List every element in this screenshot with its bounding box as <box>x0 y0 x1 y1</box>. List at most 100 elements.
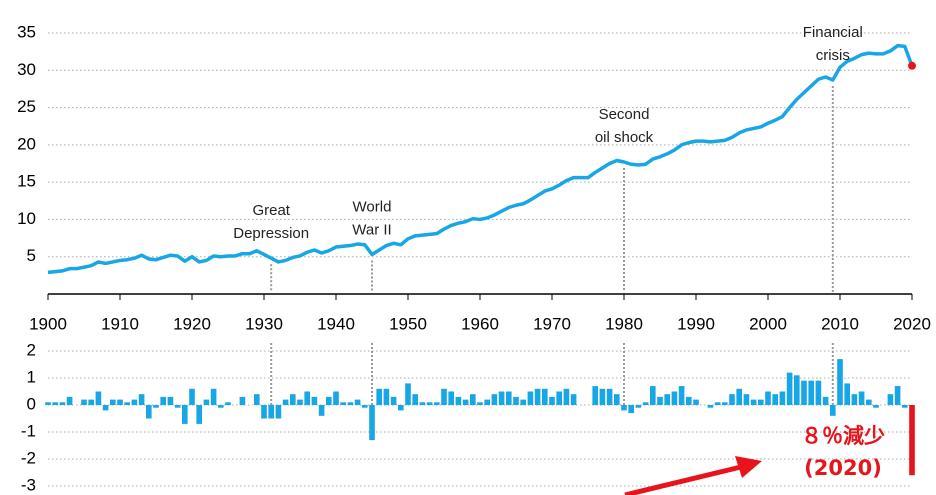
x-tick-label: 1960 <box>461 314 499 333</box>
change-bar <box>383 388 390 405</box>
x-tick-label: 1980 <box>605 314 643 333</box>
change-bar <box>693 399 699 405</box>
change-bar <box>757 399 764 405</box>
annotation: Second <box>599 106 650 123</box>
change-bar <box>541 388 548 405</box>
change-bar <box>210 388 217 405</box>
change-bar <box>505 391 512 405</box>
change-bar <box>81 399 87 405</box>
change-bar <box>714 402 721 405</box>
change-bar <box>412 394 419 405</box>
change-bar <box>873 405 879 408</box>
annotation: Financial <box>803 24 863 41</box>
x-tick-label: 2010 <box>821 314 859 333</box>
change-bar <box>167 396 174 405</box>
x-tick-label: 1940 <box>317 314 355 333</box>
change-bar <box>786 372 793 405</box>
annotation: Depression <box>233 225 309 242</box>
change-bar <box>844 383 851 405</box>
change-bar <box>117 399 123 405</box>
change-bar <box>325 396 332 405</box>
annotation: crisis <box>816 47 850 64</box>
change-bar <box>131 399 138 405</box>
change-bar <box>527 391 534 405</box>
change-bar <box>95 391 102 405</box>
annotation: World <box>353 198 392 215</box>
change-bar <box>549 396 555 405</box>
change-bar <box>721 402 728 405</box>
y-tick-label: -2 <box>21 448 36 467</box>
change-bar <box>865 399 872 405</box>
annotation: oil shock <box>595 129 654 146</box>
change-bar <box>513 396 519 405</box>
change-bar <box>685 396 692 405</box>
y-tick-label: 20 <box>17 134 36 153</box>
change-bar <box>765 391 771 405</box>
change-bar <box>318 405 325 416</box>
change-bar <box>613 394 620 405</box>
change-bar <box>174 405 181 408</box>
change-bar <box>261 405 267 419</box>
change-bar <box>909 405 915 476</box>
change-bar <box>369 405 375 441</box>
change-bar <box>347 402 354 405</box>
change-bar <box>217 405 224 408</box>
change-bar <box>448 391 455 405</box>
change-bar <box>837 359 843 405</box>
change-bar <box>750 399 757 405</box>
change-bar <box>793 375 800 405</box>
change-bar <box>390 396 397 405</box>
change-bar <box>736 388 743 405</box>
change-bar <box>858 391 865 405</box>
change-bar <box>534 388 541 405</box>
change-bar <box>901 405 908 408</box>
y-tick-label: 35 <box>17 22 36 41</box>
y-tick-label: 0 <box>27 394 36 413</box>
change-bar <box>621 405 627 411</box>
change-bar <box>59 402 66 405</box>
change-bar <box>419 402 426 405</box>
latest-point <box>908 61 916 70</box>
change-bar <box>664 394 671 405</box>
change-bar <box>88 399 95 405</box>
change-bar <box>268 405 275 419</box>
change-bar <box>153 405 159 408</box>
annotation: War II <box>352 221 391 238</box>
change-bar <box>109 399 116 405</box>
change-bar <box>815 380 822 405</box>
y-tick-label: 15 <box>17 172 36 191</box>
change-bar <box>801 380 807 405</box>
x-tick-label: 1970 <box>533 314 571 333</box>
change-bar <box>563 388 570 405</box>
change-bar <box>570 394 577 405</box>
y-tick-label: 2 <box>27 340 36 359</box>
change-bar <box>649 386 656 405</box>
change-bar <box>311 396 318 405</box>
change-bar <box>405 383 411 405</box>
x-tick-label: 1910 <box>101 314 139 333</box>
change-bar <box>887 394 894 405</box>
change-bar <box>253 394 260 405</box>
change-bar <box>282 399 289 405</box>
y-tick-label: 30 <box>17 60 36 79</box>
change-bar <box>822 396 829 405</box>
change-bar <box>779 391 786 405</box>
change-bar <box>361 405 368 408</box>
highlight-label: ８％減少 <box>801 424 885 448</box>
change-bar <box>743 394 750 405</box>
change-bar <box>642 402 649 405</box>
highlight-label: (2020) <box>804 456 882 480</box>
change-bar <box>484 399 491 405</box>
x-tick-label: 1900 <box>29 314 67 333</box>
x-tick-label: 2000 <box>749 314 787 333</box>
change-bar <box>469 394 476 405</box>
change-bar <box>181 405 188 424</box>
change-bar <box>772 394 779 405</box>
change-bar <box>498 391 505 405</box>
change-bar <box>145 405 152 419</box>
change-bar <box>189 388 195 405</box>
change-bar <box>102 405 109 411</box>
change-bar <box>606 388 613 405</box>
x-tick-label: 1990 <box>677 314 715 333</box>
